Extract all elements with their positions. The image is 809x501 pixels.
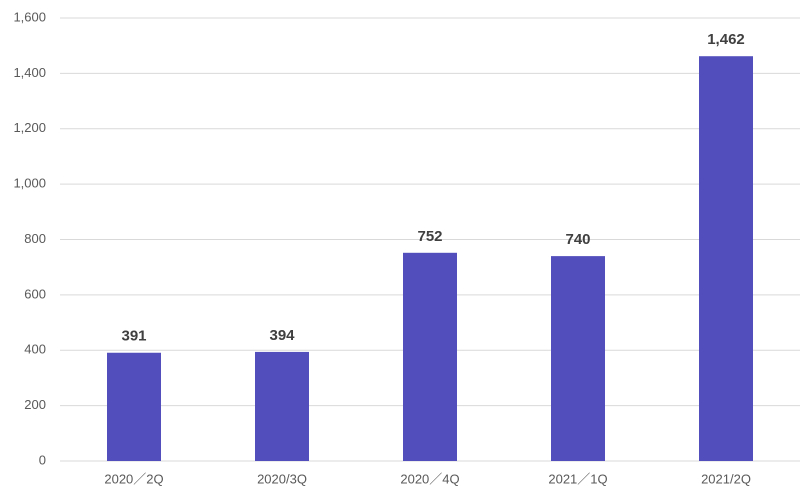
x-tick-label: 2021／1Q	[548, 471, 607, 486]
y-tick-label: 200	[24, 397, 46, 412]
bar	[107, 352, 161, 461]
x-tick-label: 2020／2Q	[104, 471, 163, 486]
bar	[699, 56, 753, 462]
y-tick-label: 600	[24, 286, 46, 301]
bar	[255, 351, 309, 461]
y-tick-label: 1,200	[13, 120, 46, 135]
value-label: 752	[417, 228, 442, 245]
x-tick-label: 2020／4Q	[400, 471, 459, 486]
y-tick-label: 1,600	[13, 9, 46, 24]
y-tick-label: 400	[24, 342, 46, 357]
y-tick-label: 1,000	[13, 176, 46, 191]
value-label: 391	[121, 328, 146, 345]
y-tick-label: 800	[24, 231, 46, 246]
bar	[403, 252, 457, 461]
bar	[551, 256, 605, 461]
y-tick-label: 1,400	[13, 65, 46, 80]
value-label: 1,462	[707, 31, 745, 48]
x-tick-label: 2021/2Q	[701, 471, 751, 486]
y-tick-label: 0	[39, 452, 46, 467]
x-tick-label: 2020/3Q	[257, 471, 307, 486]
value-label: 394	[269, 327, 295, 344]
value-label: 740	[565, 231, 590, 248]
